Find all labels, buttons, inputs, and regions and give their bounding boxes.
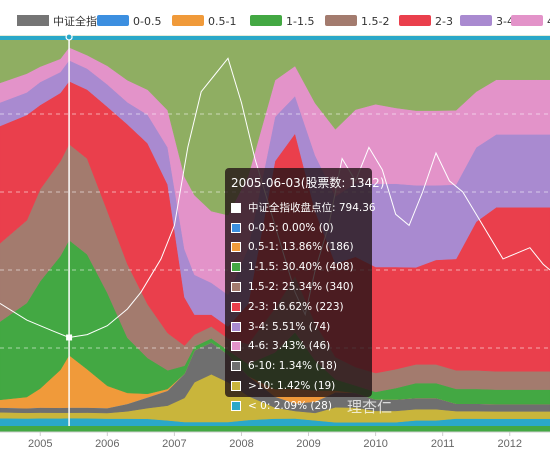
tooltip-row-text: 2-3: 16.62% (223) xyxy=(248,300,344,313)
tooltip-row: 2-3: 16.62% (223) xyxy=(231,297,366,317)
legend-label: 0.5-1 xyxy=(208,15,236,28)
legend-swatch xyxy=(97,15,129,26)
tooltip-row: >10: 1.42% (19) xyxy=(231,376,366,396)
legend-item[interactable]: 1.5-2 xyxy=(325,15,389,28)
pointer-top-handle[interactable] xyxy=(65,33,73,41)
tooltip-row: 1.5-2: 25.34% (340) xyxy=(231,277,366,297)
x-tick-label: 2006 xyxy=(95,438,119,450)
tooltip-swatch xyxy=(231,400,241,411)
legend-swatch xyxy=(325,15,357,26)
axis-band xyxy=(0,426,550,432)
legend-item[interactable]: 0-0.5 xyxy=(97,15,161,28)
watermark-text: 理杏仁 xyxy=(347,398,392,416)
tooltip-row: 中证全指收盘点位: 794.36 xyxy=(231,198,376,218)
x-tick-label: 2010 xyxy=(363,438,387,450)
tooltip-row-text: 1.5-2: 25.34% (340) xyxy=(248,281,354,294)
tooltip-swatch xyxy=(231,381,241,392)
tooltip-row-text: 4-6: 3.43% (46) xyxy=(248,340,331,353)
tooltip-swatch xyxy=(231,222,241,233)
area-band-0 xyxy=(0,417,550,427)
legend-item[interactable]: 4-6 xyxy=(511,15,550,28)
legend-label: 1.5-2 xyxy=(361,15,389,28)
tooltip-row: 3-4: 5.51% (74) xyxy=(231,317,366,337)
legend-label: 2-3 xyxy=(435,15,453,28)
x-axis: 2005 2006 2007 2008 2009 2010 2011 2012 xyxy=(0,426,550,450)
x-tick-label: 2011 xyxy=(431,438,455,450)
legend-item[interactable]: 1-1.5 xyxy=(250,15,314,28)
legend-swatch xyxy=(511,15,543,26)
legend-label: 0-0.5 xyxy=(133,15,161,28)
tooltip-row-text: 1-1.5: 30.40% (408) xyxy=(248,261,354,274)
tooltip-row: 0.5-1: 13.86% (186) xyxy=(231,238,366,258)
x-tick-label: 2009 xyxy=(296,438,320,450)
top-cap-band xyxy=(0,36,550,40)
tooltip-row-text: 中证全指收盘点位: 794.36 xyxy=(248,202,376,215)
tooltip-swatch xyxy=(231,202,241,213)
tooltip-row: < 0: 2.09% (28) xyxy=(231,396,366,416)
tooltip-row: 0-0.5: 0.00% (0) xyxy=(231,218,366,238)
tooltip-rows: 中证全指收盘点位: 794.36 0-0.5: 0.00% (0) 0.5-1: 1… xyxy=(231,198,376,416)
legend-label: 4-6 xyxy=(547,15,550,28)
tooltip-row-text: 6-10: 1.34% (18) xyxy=(248,360,337,373)
tooltip-swatch xyxy=(231,282,241,293)
legend-swatch xyxy=(399,15,431,26)
pointer-marker[interactable] xyxy=(66,334,73,341)
legend-item[interactable]: 中证全指 xyxy=(17,14,97,28)
tooltip-row-text: 0.5-1: 13.86% (186) xyxy=(248,241,354,254)
legend-swatch xyxy=(17,15,49,26)
tooltip-row: 4-6: 3.43% (46) xyxy=(231,337,366,357)
tooltip: 2005-06-03(股票数: 1342) 中证全指收盘点位: 794.36 0-… xyxy=(225,168,385,412)
tooltip-swatch xyxy=(231,262,241,273)
legend-swatch xyxy=(250,15,282,26)
tooltip-swatch xyxy=(231,321,241,332)
legend-label: 1-1.5 xyxy=(286,15,314,28)
x-tick-label: 2005 xyxy=(28,438,52,450)
chart-legend[interactable]: 中证全指 0-0.5 0.5-1 1-1.5 1.5-2 2-3 3-4 4-6 xyxy=(17,14,550,28)
legend-label: 中证全指 xyxy=(53,14,97,28)
tooltip-row-text: < 0: 2.09% (28) xyxy=(248,399,332,412)
legend-item[interactable]: 2-3 xyxy=(399,15,453,28)
x-tick-label: 2012 xyxy=(498,438,522,450)
tooltip-row: 1-1.5: 30.40% (408) xyxy=(231,257,366,277)
legend-label: 3-4 xyxy=(496,15,514,28)
tooltip-swatch xyxy=(231,242,241,253)
tooltip-swatch xyxy=(231,361,241,372)
x-tick-label: 2008 xyxy=(229,438,253,450)
x-tick-label: 2007 xyxy=(162,438,186,450)
crosshair-pointer[interactable] xyxy=(65,33,73,426)
legend-item[interactable]: 3-4 xyxy=(460,15,514,28)
tooltip-title: 2005-06-03(股票数: 1342) xyxy=(231,176,385,190)
tooltip-row-text: 0-0.5: 0.00% (0) xyxy=(248,221,334,234)
legend-swatch xyxy=(460,15,492,26)
tooltip-row: 6-10: 1.34% (18) xyxy=(231,356,366,376)
legend-swatch xyxy=(172,15,204,26)
legend-item[interactable]: 0.5-1 xyxy=(172,15,236,28)
tooltip-row-text: >10: 1.42% (19) xyxy=(248,380,336,393)
tooltip-swatch xyxy=(231,341,241,352)
tooltip-swatch xyxy=(231,301,241,312)
tooltip-row-text: 3-4: 5.51% (74) xyxy=(248,320,331,333)
